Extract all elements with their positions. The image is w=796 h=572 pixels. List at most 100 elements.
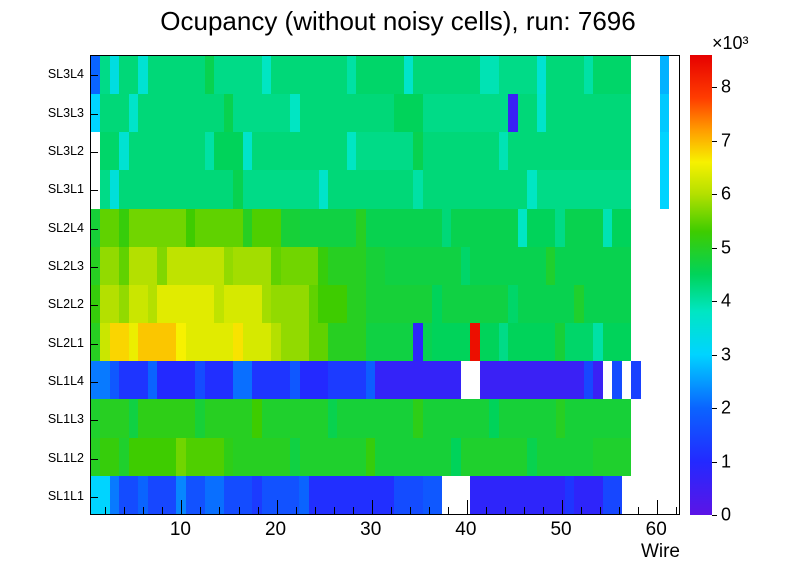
heatmap-cell-run (546, 246, 556, 285)
x-axis-tick-label: 20 (264, 519, 287, 540)
heatmap-cell-run (631, 209, 678, 247)
heatmap-cell-run (470, 475, 565, 514)
y-axis-label: SL1L3 (47, 412, 84, 427)
heatmap-cell-run (327, 361, 366, 400)
heatmap-cell-run (214, 132, 243, 171)
y-axis-label: SL1L2 (47, 450, 84, 465)
heatmap-cell-run (252, 475, 262, 514)
colorbar-tick-label: 0 (721, 504, 732, 525)
heatmap-row (91, 56, 679, 95)
heatmap-cell-run (271, 56, 347, 95)
heatmap-row (91, 246, 679, 285)
y-axis-tick (91, 151, 98, 153)
heatmap-cell-run (157, 284, 215, 324)
heatmap-cell-run (422, 170, 528, 209)
colorbar-tick (712, 194, 717, 196)
heatmap-cell-run (119, 437, 129, 476)
heatmap-cell-run (119, 361, 148, 400)
heatmap-row (91, 284, 679, 324)
heatmap-cell-run (498, 132, 509, 171)
heatmap-cell-run (631, 323, 678, 361)
x-axis-tick (562, 500, 564, 514)
y-axis-label: SL2L2 (47, 297, 84, 312)
heatmap-cell-run (346, 284, 366, 324)
heatmap-cell-run (536, 56, 546, 95)
y-axis-tick (91, 75, 98, 77)
heatmap-cell-run (100, 399, 129, 438)
x-axis-minor-tick (600, 507, 602, 514)
x-axis-tick-label: 30 (360, 519, 382, 540)
heatmap-cell-run (413, 323, 423, 362)
x-axis-minor-tick (238, 507, 240, 514)
x-axis-minor-tick (124, 507, 126, 514)
heatmap-cell-run (100, 208, 120, 247)
heatmap-cell-run (489, 399, 499, 438)
colorbar-tick (712, 408, 717, 410)
heatmap-cell-run (242, 170, 319, 209)
x-axis-minor-tick (257, 507, 259, 514)
heatmap-cell-run (91, 208, 101, 247)
heatmap-cell-run (91, 284, 101, 324)
y-axis-tick (91, 228, 98, 230)
heatmap-cell-run (356, 208, 366, 247)
heatmap-cell-run (346, 56, 357, 95)
heatmap-cell-run (593, 437, 632, 476)
heatmap-cell-run (631, 94, 659, 132)
heatmap-cell-run (109, 170, 120, 209)
x-axis-tick (181, 500, 183, 514)
heatmap-cell-run (233, 361, 253, 400)
heatmap-cell-run (508, 323, 556, 362)
heatmap-cell-run (327, 399, 338, 438)
heatmap-cell-run (119, 56, 139, 95)
heatmap-cell-run (460, 437, 528, 476)
heatmap-cell-run (669, 132, 678, 170)
heatmap-cell-run (555, 399, 565, 438)
y-axis-tick (91, 496, 98, 498)
heatmap-cell-run (508, 132, 632, 171)
heatmap-cell-run (204, 361, 234, 400)
heatmap-cell-run (631, 132, 659, 170)
heatmap-cell-run (157, 361, 196, 400)
heatmap-cell-run (91, 94, 101, 133)
y-axis-tick (91, 420, 98, 422)
colorbar-tick-label: 1 (721, 451, 732, 471)
heatmap-cell-run (318, 246, 328, 285)
heatmap-cell-run (517, 208, 528, 247)
heatmap-cell-run (555, 208, 565, 247)
heatmap-cell-run (337, 399, 414, 438)
heatmap-cell-run (622, 476, 679, 514)
heatmap-cell-run (602, 208, 613, 247)
x-axis-minor-tick (219, 507, 221, 514)
x-axis-minor-tick (676, 507, 678, 514)
heatmap-cell-run (214, 284, 224, 324)
page-title: Ocupancy (without noisy cells), run: 769… (160, 6, 636, 36)
heatmap-cell-run (659, 170, 670, 209)
heatmap-cell-run (631, 399, 678, 437)
heatmap-cell-run (394, 94, 423, 133)
heatmap-cell-run (242, 132, 253, 171)
heatmap-cell-run (299, 437, 366, 476)
y-axis-label: SL3L3 (47, 105, 84, 120)
heatmap-cell-run (233, 323, 243, 362)
heatmap-cell-run (91, 361, 110, 400)
y-axis-tick (91, 266, 98, 268)
heatmap-cell-run (593, 56, 632, 95)
heatmap-cell-run (564, 323, 594, 362)
heatmap-cell-run (470, 246, 546, 285)
heatmap-cell-run (460, 246, 471, 285)
heatmap-cell-run (128, 323, 139, 362)
heatmap-cell-run (375, 437, 452, 476)
heatmap-cell-run (223, 246, 234, 285)
heatmap-cell-run (176, 437, 186, 476)
x-axis-tick (276, 500, 278, 514)
heatmap-cell-run (128, 246, 158, 285)
heatmap-cell-run (157, 246, 167, 285)
heatmap (91, 56, 679, 514)
heatmap-cell-run (128, 94, 139, 133)
colorbar-tick-label: 5 (721, 237, 732, 258)
heatmap-cell-run (574, 475, 603, 514)
heatmap-cell-run (441, 208, 452, 247)
heatmap-cell-run (299, 94, 395, 133)
heatmap-cell-run (280, 323, 309, 362)
y-axis-label: SL3L2 (47, 143, 84, 158)
